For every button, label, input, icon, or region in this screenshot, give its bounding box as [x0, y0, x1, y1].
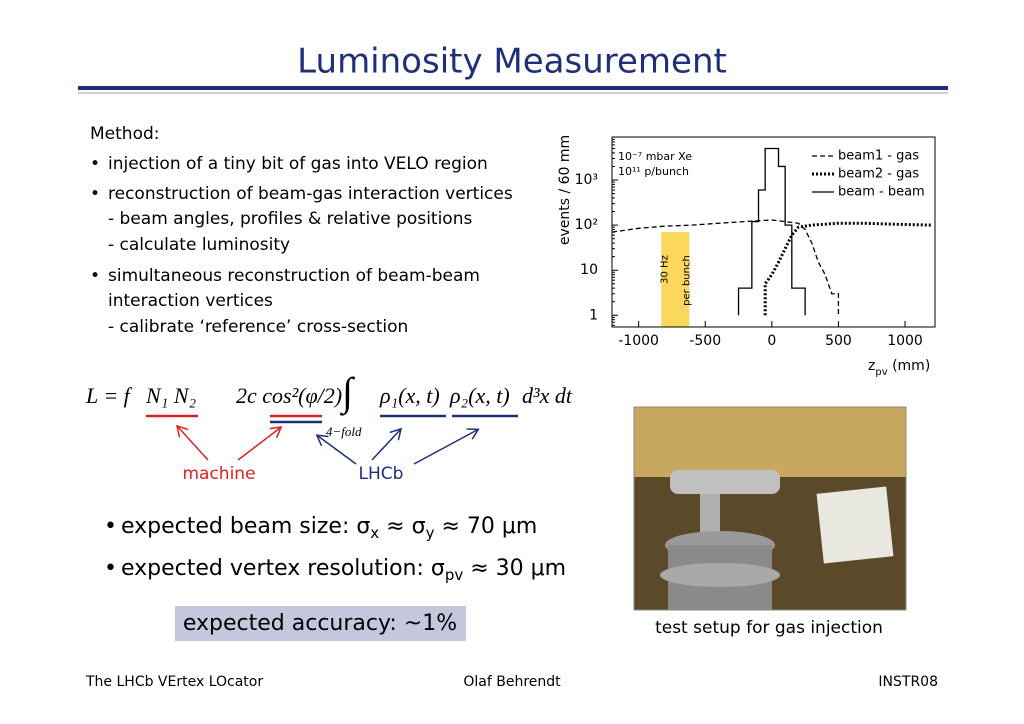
bullet-dot: •: [90, 184, 100, 204]
formula-part: 4−fold: [326, 424, 362, 439]
bullet-line: - beam angles, profiles & relative posit…: [108, 209, 472, 229]
text-part: (mm): [888, 358, 931, 374]
bullet-dot: •: [104, 514, 117, 539]
footer-right: INSTR08: [878, 674, 938, 690]
result-line: expected vertex resolution: σpv ≈ 30 μm: [121, 556, 566, 584]
slide-title: Luminosity Measurement: [297, 42, 727, 82]
legend-label: beam - beam: [838, 185, 925, 200]
bullet-line: reconstruction of beam-gas interaction v…: [108, 184, 513, 204]
machine-label: machine: [182, 464, 255, 484]
formula-part: d³x dt: [522, 383, 573, 408]
method-bullets: • injection of a tiny bit of gas into VEL…: [90, 154, 513, 337]
text-part: expected vertex resolution: σ: [121, 556, 445, 581]
series-line: [611, 219, 840, 316]
accuracy-text: expected accuracy: ~1%: [183, 611, 457, 636]
footer-center: Olaf Behrendt: [463, 674, 561, 690]
text-part: expected beam size: σ: [121, 514, 370, 539]
bullet-dot: •: [90, 266, 100, 286]
bullet-line: interaction vertices: [108, 291, 273, 311]
footer-left: The LHCb VErtex LOcator: [85, 674, 263, 690]
formula-part: 2c cos²(φ/2): [236, 383, 342, 408]
chart: 30 Hz per bunch -1000 -500 0 500 1000 1 10 10² 10³…: [557, 135, 936, 378]
formula-part: ρ₁(x, t): [379, 383, 440, 408]
result-line: expected beam size: σx ≈ σy ≈ 70 μm: [121, 514, 537, 542]
bullet-line: - calibrate ‘reference’ cross-section: [108, 317, 408, 337]
photo-shelf: [634, 407, 906, 477]
y-tick-label: 10²: [575, 217, 598, 233]
photo: [633, 406, 907, 611]
photo-caption: test setup for gas injection: [655, 618, 883, 638]
subscript: pv: [445, 566, 464, 584]
bullet-line: - calculate luminosity: [108, 235, 290, 255]
subscript: pv: [875, 367, 887, 378]
formula: L = f N₁ N₂ 2c cos²(φ/2) ∫ 4−fold ρ₁(x, …: [85, 369, 573, 439]
bullet-dot: •: [104, 556, 117, 581]
x-tick-label: 0: [767, 333, 776, 349]
x-tick-label: -500: [689, 333, 721, 349]
annotation: 10¹¹ p/bunch: [618, 165, 689, 178]
legend-label: beam1 - gas: [838, 149, 919, 164]
y-tick-label: 1: [589, 307, 598, 323]
text-part: ≈ 30 μm: [463, 556, 566, 581]
photo-frame: [633, 406, 907, 611]
series-line: [737, 147, 806, 316]
arrow: [178, 427, 209, 461]
arrow: [237, 428, 280, 461]
text-part: z: [868, 358, 875, 374]
y-tick-label: 10: [580, 262, 598, 278]
text-part: ≈ σ: [379, 514, 425, 539]
series-line: [763, 221, 932, 316]
lhcb-label: LHCb: [359, 464, 404, 484]
subscript: y: [426, 524, 435, 542]
band-label: per bunch: [681, 255, 692, 306]
formula-part: ρ₂(x, t): [449, 383, 510, 408]
legend-label: beam2 - gas: [838, 167, 919, 182]
photo-flange: [660, 563, 780, 587]
text-part: ≈ 70 μm: [434, 514, 537, 539]
results: • expected beam size: σx ≈ σy ≈ 70 μm• exp…: [104, 514, 566, 584]
photo-pipe: [700, 480, 720, 540]
bullet-line: simultaneous reconstruction of beam-beam: [108, 266, 480, 286]
method-heading: Method:: [90, 124, 160, 144]
accuracy-box: [175, 606, 466, 641]
y-tick-label: 10³: [575, 172, 598, 188]
formula-part: N₁ N₂: [145, 383, 196, 408]
photo-pipe: [670, 470, 780, 494]
x-tick-label: 500: [825, 333, 852, 349]
bullet-line: injection of a tiny bit of gas into VELO…: [108, 154, 488, 174]
arrow: [318, 436, 357, 465]
x-axis-title: zpv (mm): [868, 358, 930, 378]
annotation: 10⁻⁷ mbar Xe: [618, 150, 692, 163]
photo-paper: [816, 486, 894, 564]
band-label: 30 Hz: [659, 255, 670, 284]
formula-part: L = f: [85, 383, 133, 408]
y-axis-title: events / 60 mm: [557, 135, 573, 245]
subscript: x: [370, 524, 379, 542]
x-tick-label: -1000: [618, 333, 659, 349]
bullet-dot: •: [90, 154, 100, 174]
arrow: [371, 430, 400, 461]
arrow: [413, 430, 477, 465]
x-tick-label: 1000: [887, 333, 923, 349]
formula-part: ∫: [339, 369, 356, 416]
rate-band: [661, 232, 690, 327]
